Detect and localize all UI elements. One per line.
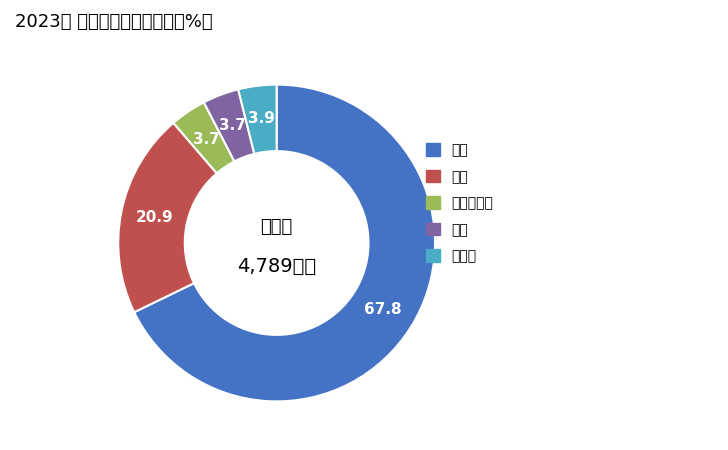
- Text: 総　額: 総 額: [261, 218, 293, 236]
- Wedge shape: [173, 102, 234, 173]
- Wedge shape: [238, 85, 277, 154]
- Text: 3.9: 3.9: [248, 111, 274, 126]
- Text: 20.9: 20.9: [135, 210, 173, 225]
- Text: 3.7: 3.7: [219, 118, 246, 134]
- Text: 4,789万円: 4,789万円: [237, 257, 316, 276]
- Text: 67.8: 67.8: [364, 302, 402, 317]
- Wedge shape: [204, 90, 254, 162]
- Text: 3.7: 3.7: [193, 132, 220, 147]
- Wedge shape: [118, 123, 217, 312]
- Text: 2023年 輸出相手国のシェア（%）: 2023年 輸出相手国のシェア（%）: [15, 14, 212, 32]
- Legend: 中国, 米国, フィリピン, 韓国, その他: 中国, 米国, フィリピン, 韓国, その他: [422, 139, 497, 268]
- Wedge shape: [134, 85, 435, 401]
